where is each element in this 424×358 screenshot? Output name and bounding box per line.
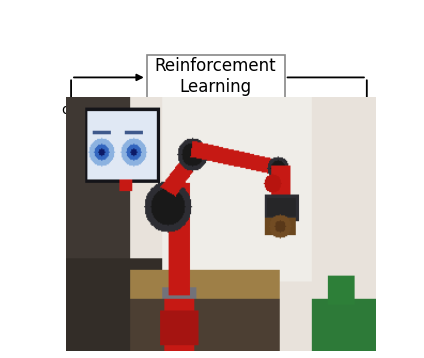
Text: Reinforcement
Learning: Reinforcement Learning xyxy=(155,57,276,96)
Text: actions: actions xyxy=(324,103,374,117)
FancyBboxPatch shape xyxy=(147,55,285,98)
Text: observations: observations xyxy=(61,103,151,117)
